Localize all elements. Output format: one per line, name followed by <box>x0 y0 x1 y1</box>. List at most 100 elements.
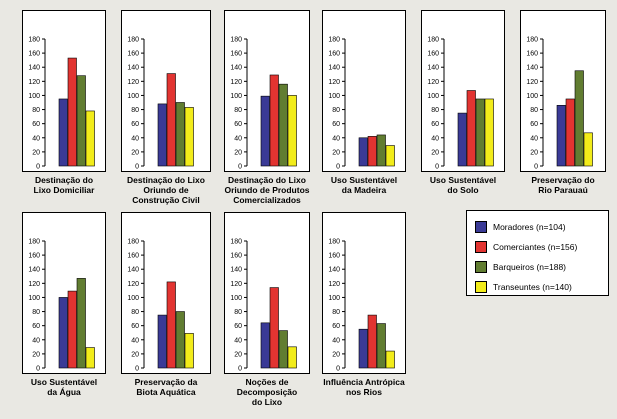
legend-item-barqueiros: Barqueiros (n=188) <box>475 260 566 273</box>
legend: Moradores (n=104) Comerciantes (n=156) B… <box>466 210 609 296</box>
bar-moradores <box>157 103 167 167</box>
chart-title: Destinação do Lixo Oriundo de Produtos C… <box>224 175 310 205</box>
y-tick-label: 80 <box>32 309 40 316</box>
y-tick-label: 80 <box>131 309 139 316</box>
y-tick-label: 140 <box>28 65 40 72</box>
bar-chart: 0 20 40 60 80 100 120 140 160 180 <box>328 37 395 171</box>
bar-barqueiros <box>175 102 185 167</box>
legend-swatch-barqueiros <box>475 260 487 273</box>
y-tick-label: 140 <box>127 267 139 274</box>
y-tick-label: 180 <box>230 37 242 44</box>
y-tick-label: 100 <box>127 93 139 100</box>
bar-barqueiros <box>278 83 288 167</box>
chart-panel: 0 20 40 60 80 100 120 140 160 180 <box>322 10 406 172</box>
y-tick-label: 60 <box>332 121 340 128</box>
bar-comerciantes <box>269 287 279 369</box>
bar-transeuntes <box>385 350 395 369</box>
chart-panel: 0 20 40 60 80 100 120 140 160 180 <box>421 10 505 172</box>
bar-moradores <box>358 137 368 167</box>
y-tick-label: 180 <box>526 37 538 44</box>
chart-title: Noções de Decomposição do Lixo <box>236 377 298 407</box>
y-tick-label: 40 <box>32 337 40 344</box>
bar-comerciantes <box>367 136 377 167</box>
y-tick-label: 80 <box>332 107 340 114</box>
chart-panel: 0 20 40 60 80 100 120 140 160 180 <box>224 10 310 172</box>
y-tick-label: 20 <box>332 149 340 156</box>
y-tick-label: 100 <box>328 295 340 302</box>
y-tick-label: 40 <box>131 337 139 344</box>
chart-panel: 0 20 40 60 80 100 120 140 160 180 <box>121 212 211 374</box>
bar-comerciantes <box>367 314 377 369</box>
y-tick-label: 140 <box>328 267 340 274</box>
y-tick-label: 120 <box>28 281 40 288</box>
chart-panel: 0 20 40 60 80 100 120 140 160 180 <box>322 212 406 374</box>
y-tick-label: 80 <box>131 107 139 114</box>
y-tick-label: 60 <box>431 121 439 128</box>
chart-panel: 0 20 40 60 80 100 120 140 160 180 <box>22 10 106 172</box>
y-tick-label: 60 <box>234 323 242 330</box>
y-tick-label: 40 <box>234 337 242 344</box>
bar-transeuntes <box>184 107 194 167</box>
y-tick-label: 180 <box>127 37 139 44</box>
chart-title: Destinação do Lixo Oriundo de Construção… <box>127 175 205 205</box>
chart-title: Preservação da Biota Aquática <box>134 377 198 397</box>
chart-title: Influência Antrópica nos Rios <box>323 377 405 397</box>
bar-moradores <box>358 328 368 369</box>
y-tick-label: 20 <box>332 351 340 358</box>
bar-comerciantes <box>67 57 77 167</box>
bar-barqueiros <box>278 330 288 369</box>
y-tick-label: 20 <box>234 149 242 156</box>
legend-swatch-transeuntes <box>475 280 487 293</box>
legend-item-moradores: Moradores (n=104) <box>475 220 566 233</box>
bar-barqueiros <box>175 311 185 369</box>
y-tick-label: 180 <box>28 37 40 44</box>
bar-chart: 0 20 40 60 80 100 120 140 160 180 <box>328 239 395 373</box>
legend-label: Moradores (n=104) <box>493 221 566 232</box>
legend-label: Transeuntes (n=140) <box>493 281 572 292</box>
bar-transeuntes <box>484 98 494 167</box>
y-tick-label: 100 <box>526 93 538 100</box>
bar-transeuntes <box>184 333 194 369</box>
bar-chart: 0 20 40 60 80 100 120 140 160 180 <box>230 239 297 373</box>
bar-barqueiros <box>76 75 86 167</box>
y-tick-label: 160 <box>427 51 439 58</box>
y-tick-label: 140 <box>230 65 242 72</box>
y-tick-label: 0 <box>534 164 538 171</box>
y-tick-label: 20 <box>32 351 40 358</box>
y-tick-label: 100 <box>230 93 242 100</box>
y-tick-label: 120 <box>427 79 439 86</box>
y-tick-label: 180 <box>328 37 340 44</box>
y-tick-label: 100 <box>28 93 40 100</box>
y-tick-label: 120 <box>328 281 340 288</box>
legend-item-transeuntes: Transeuntes (n=140) <box>475 280 572 293</box>
bar-chart: 0 20 40 60 80 100 120 140 160 180 <box>127 37 194 171</box>
y-tick-label: 60 <box>131 121 139 128</box>
y-tick-label: 80 <box>332 309 340 316</box>
y-tick-label: 0 <box>135 164 139 171</box>
bar-comerciantes <box>269 74 279 167</box>
y-tick-label: 60 <box>234 121 242 128</box>
bar-moradores <box>157 314 167 369</box>
bar-chart: 0 20 40 60 80 100 120 140 160 180 <box>28 37 95 171</box>
y-tick-label: 100 <box>328 93 340 100</box>
bar-moradores <box>260 95 270 167</box>
y-tick-label: 180 <box>127 239 139 246</box>
bar-moradores <box>260 322 270 369</box>
bar-moradores <box>556 105 566 167</box>
y-tick-label: 160 <box>28 253 40 260</box>
y-tick-label: 100 <box>28 295 40 302</box>
bar-transeuntes <box>583 132 593 167</box>
chart-panel: 0 20 40 60 80 100 120 140 160 180 <box>121 10 211 172</box>
y-tick-label: 100 <box>230 295 242 302</box>
y-tick-label: 140 <box>28 267 40 274</box>
y-tick-label: 180 <box>230 239 242 246</box>
y-tick-label: 0 <box>135 366 139 373</box>
bar-chart: 0 20 40 60 80 100 120 140 160 180 <box>427 37 494 171</box>
y-tick-label: 0 <box>336 164 340 171</box>
y-tick-label: 40 <box>332 135 340 142</box>
legend-swatch-moradores <box>475 220 487 233</box>
bar-chart: 0 20 40 60 80 100 120 140 160 180 <box>28 239 95 373</box>
y-tick-label: 120 <box>230 79 242 86</box>
bar-comerciantes <box>166 281 176 369</box>
y-tick-label: 100 <box>127 295 139 302</box>
